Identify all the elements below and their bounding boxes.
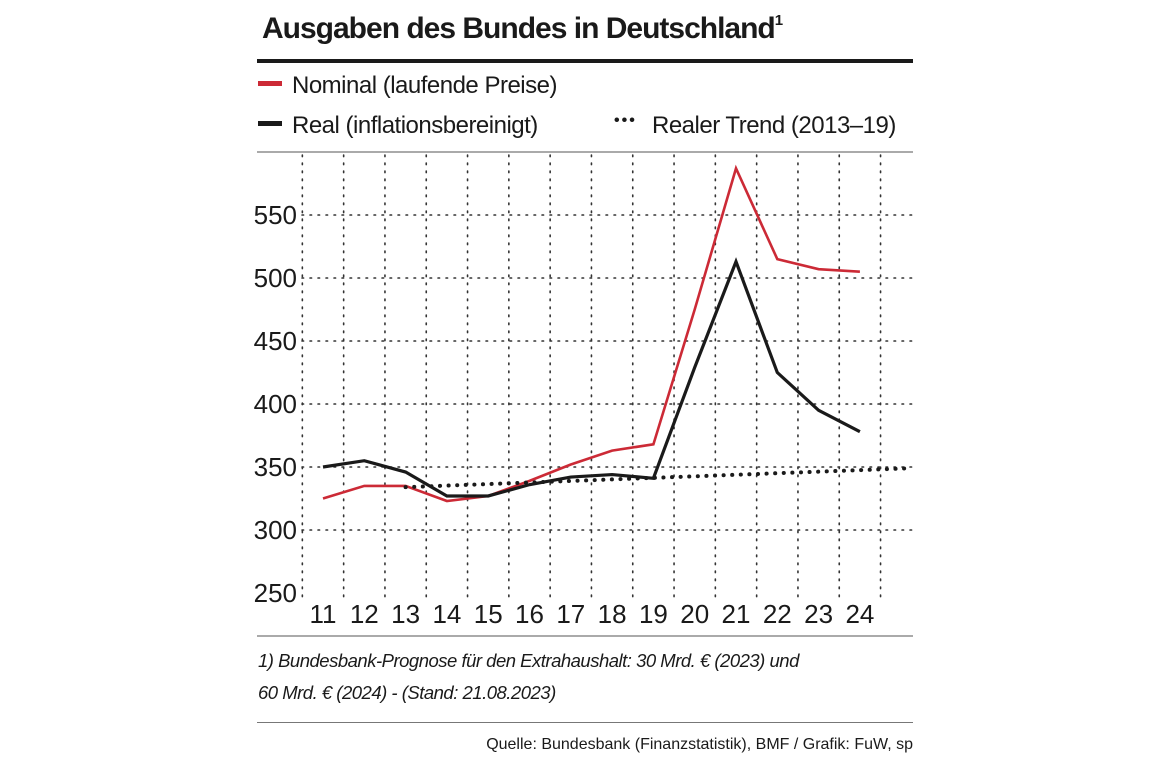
- legend-real-label: Real (inflationsbereinigt): [292, 112, 538, 139]
- legend-trend: ••• Realer Trend (2013–19): [614, 112, 896, 140]
- footnote-line-2: 60 Mrd. € (2024) - (Stand: 21.08.2023): [258, 682, 556, 703]
- x-tick-label: 11: [310, 599, 337, 629]
- footnote-line-1: 1) Bundesbank-Prognose für den Extrahaus…: [258, 650, 799, 671]
- x-tick-label: 20: [680, 599, 709, 629]
- x-tick-label: 18: [598, 599, 627, 629]
- x-tick-label: 24: [845, 599, 874, 629]
- legend-real: Real (inflationsbereinigt): [258, 112, 538, 140]
- title-footnote-marker: 1: [774, 12, 783, 29]
- legend-nominal-label: Nominal (laufende Preise): [292, 72, 557, 99]
- legend-nominal-swatch: [258, 81, 282, 87]
- title-rule: [257, 59, 913, 63]
- x-tick-label: 21: [722, 599, 751, 629]
- series-trend-line: [403, 466, 912, 490]
- x-tick-label: 16: [515, 599, 544, 629]
- y-tick-label: 250: [254, 578, 297, 608]
- chart-title: Ausgaben des Bundes in Deutschland1: [262, 12, 783, 46]
- x-tick-label: 23: [804, 599, 833, 629]
- x-tick-label: 19: [639, 599, 668, 629]
- y-tick-label: 550: [254, 200, 297, 230]
- y-tick-label: 300: [254, 515, 297, 545]
- series-nominal-line: [322, 164, 860, 503]
- chart-title-text: Ausgaben des Bundes in Deutschland: [262, 12, 776, 45]
- y-tick-label: 400: [254, 389, 297, 419]
- x-tick-label: 17: [556, 599, 585, 629]
- x-tick-label: 22: [763, 599, 792, 629]
- y-tick-label: 450: [254, 326, 297, 356]
- y-tick-label: 500: [254, 263, 297, 293]
- y-tick-label: 350: [254, 452, 297, 482]
- footnote-rule: [257, 722, 913, 723]
- legend-trend-swatch: •••: [614, 111, 637, 129]
- x-tick-label: 12: [350, 599, 379, 629]
- x-tick-label: 15: [474, 599, 503, 629]
- legend-real-swatch: [258, 121, 282, 127]
- legend-trend-label: Realer Trend (2013–19): [652, 112, 896, 139]
- source-credit: Quelle: Bundesbank (Finanzstatistik), BM…: [486, 736, 913, 753]
- x-tick-label: 14: [432, 599, 461, 629]
- legend-nominal: Nominal (laufende Preise): [258, 72, 557, 100]
- x-tick-label: 13: [391, 599, 420, 629]
- series-real-line: [322, 257, 861, 498]
